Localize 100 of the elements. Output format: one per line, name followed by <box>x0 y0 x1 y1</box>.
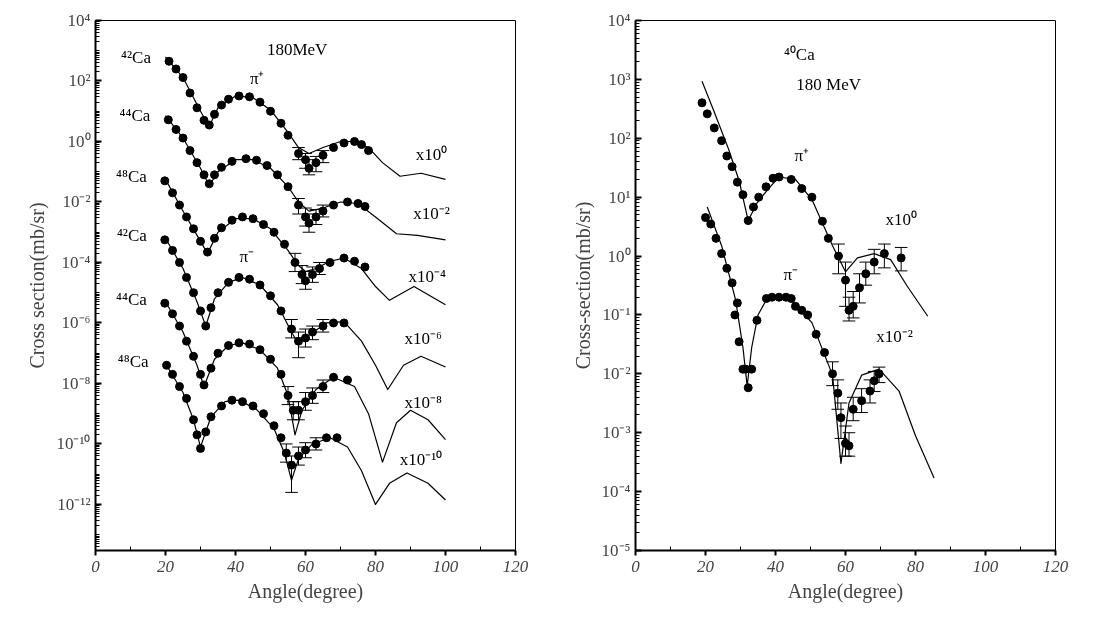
point <box>160 235 170 245</box>
point <box>168 245 177 255</box>
point <box>238 212 247 222</box>
x-tick-label: 120 <box>502 556 529 576</box>
point <box>217 162 226 172</box>
point <box>732 298 742 308</box>
point <box>255 280 265 290</box>
point <box>160 298 170 308</box>
series-label: x10⁻⁴ <box>408 266 447 286</box>
x-tick-label: 60 <box>837 556 855 576</box>
point <box>196 443 205 453</box>
x-tick-label: 80 <box>907 556 925 576</box>
point <box>761 182 771 192</box>
point <box>259 220 268 229</box>
y-tick-label: 10⁻⁸ <box>61 373 91 393</box>
series-label: x10⁰ <box>415 144 448 164</box>
y-tick-label: 10⁻³ <box>602 423 631 443</box>
point <box>162 360 172 370</box>
point <box>185 88 195 98</box>
x-axis-title: Angle(degree) <box>787 579 904 603</box>
series-label: ⁴⁴Ca <box>119 106 151 126</box>
x-axis-title: Angle(degree) <box>247 579 364 603</box>
point <box>329 318 338 328</box>
annotation: 180MeV <box>266 40 329 60</box>
y-tick-label: 10⁰ <box>607 246 631 266</box>
x-tick-label: 40 <box>767 556 785 576</box>
annotation: 180 MeV <box>796 74 862 94</box>
point <box>329 143 338 153</box>
y-tick-label: 10⁻² <box>62 192 91 212</box>
point <box>702 109 712 119</box>
series-label: x10⁻⁸ <box>404 393 442 413</box>
point <box>722 151 732 161</box>
series-label: x10⁰ <box>885 210 918 230</box>
annotation: π⁻ <box>239 246 254 266</box>
y-tick-label: 10⁰ <box>67 131 91 151</box>
annotation: ⁴⁰Ca <box>783 45 816 65</box>
point <box>823 233 833 243</box>
point <box>748 202 758 212</box>
y-axis-title: Cross section(mb/sr) <box>26 202 50 369</box>
point <box>224 277 233 287</box>
y-tick-label: 10⁻² <box>602 364 631 384</box>
point <box>357 140 366 150</box>
series-label: ⁴²Ca <box>116 226 148 246</box>
point <box>238 397 247 407</box>
point <box>182 393 191 403</box>
y-tick-label: 10⁻⁶ <box>61 313 91 333</box>
series-label: x10⁻² <box>413 204 450 224</box>
y-tick-label: 10⁻⁵ <box>601 541 631 560</box>
x-tick-label: 60 <box>297 556 315 576</box>
y-tick-label: 10⁻⁴ <box>61 252 91 272</box>
point <box>175 382 184 392</box>
x-tick-label: 20 <box>697 556 715 576</box>
series-label: x10⁻² <box>876 327 913 347</box>
point <box>332 433 342 443</box>
point <box>269 421 279 431</box>
y-axis-title: Cross-section(mb/sr) <box>571 201 595 370</box>
point <box>743 216 753 226</box>
point <box>160 176 170 186</box>
series-label: ⁴⁸Ca <box>117 351 149 371</box>
point <box>697 98 707 108</box>
x-tick-label: 120 <box>1042 556 1069 576</box>
y-tick-label: 10² <box>68 71 91 91</box>
point <box>360 262 370 272</box>
point <box>248 401 258 411</box>
series-label: ⁴⁴Ca <box>116 289 148 309</box>
x-tick-label: 0 <box>91 556 101 576</box>
line-series <box>164 56 447 180</box>
point <box>241 154 251 164</box>
annotation: π⁻ <box>783 265 799 285</box>
line-series <box>701 80 929 317</box>
point <box>743 383 753 393</box>
x-tick-label: 40 <box>227 556 245 576</box>
x-tick-label: 100 <box>432 556 459 576</box>
y-tick-label: 10³ <box>608 69 631 89</box>
point <box>276 433 286 443</box>
annotation: π⁺ <box>794 146 810 166</box>
x-tick-label: 20 <box>157 556 175 576</box>
point <box>734 337 744 347</box>
point <box>192 430 202 440</box>
y-tick-label: 10⁴ <box>67 11 91 30</box>
point <box>717 136 727 146</box>
y-tick-label: 10⁻¹² <box>57 494 91 514</box>
point <box>709 123 719 133</box>
point <box>706 219 716 229</box>
y-tick-label: 10⁻¹ <box>602 305 631 325</box>
y-tick-label: 10⁴ <box>607 11 631 30</box>
point <box>774 172 784 182</box>
series-label: ⁴⁸Ca <box>116 167 148 187</box>
x-tick-label: 0 <box>631 556 641 576</box>
x-tick-label: 80 <box>367 556 385 576</box>
series-label: x10⁻⁶ <box>404 329 442 348</box>
y-tick-label: 10² <box>608 128 631 148</box>
series-label: x10⁻¹⁰ <box>399 449 443 469</box>
y-tick-label: 10¹ <box>608 187 631 207</box>
point <box>339 138 349 148</box>
y-tick-label: 10⁻¹⁰ <box>56 434 91 454</box>
x-tick-label: 100 <box>972 556 999 576</box>
annotation: π⁺ <box>249 69 265 89</box>
point <box>701 213 710 223</box>
point <box>711 233 721 243</box>
